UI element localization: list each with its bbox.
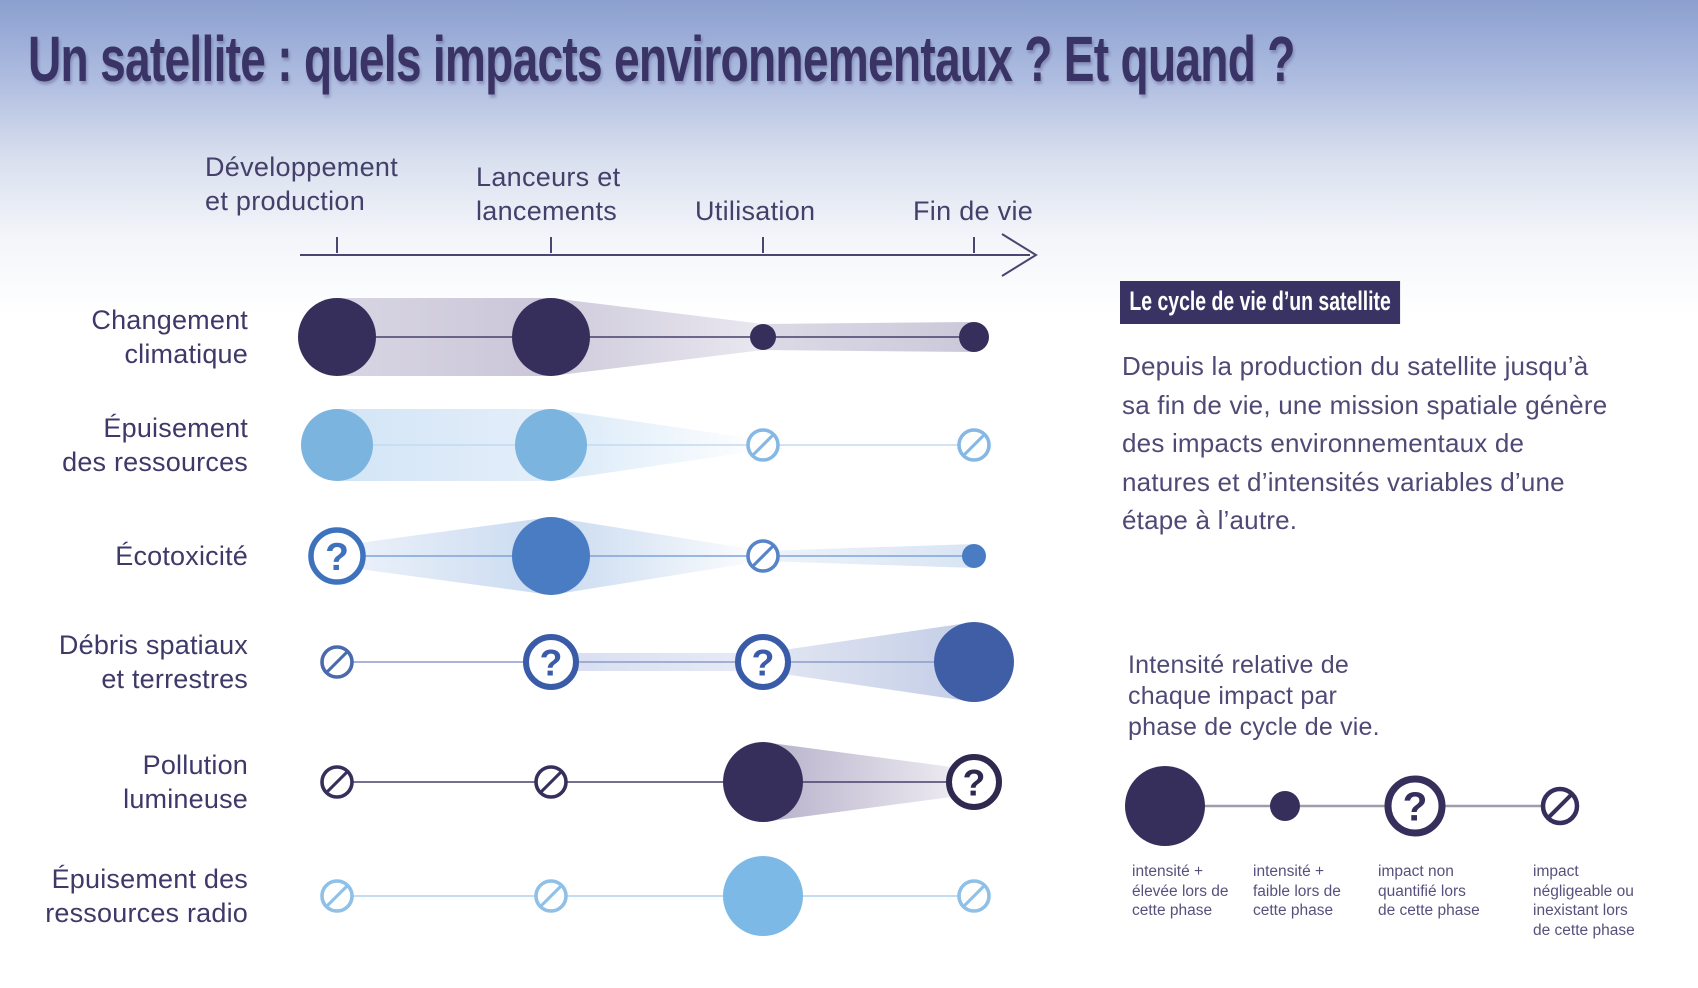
intro-paragraph: Depuis la production du satellite jusqu’… <box>1122 351 1608 535</box>
impact-high-circle <box>512 298 590 376</box>
impact-none-slash <box>539 770 563 794</box>
row-label-ecotoxicite: Écotoxicité <box>115 541 248 571</box>
row-label-pollution-lumineuse: Pollution lumineuse <box>123 750 248 814</box>
impact-unknown-icon <box>735 634 791 690</box>
impact-none-slash <box>325 770 349 794</box>
impact-none-slash <box>1547 793 1573 819</box>
page-title: Un satellite : quels impacts environneme… <box>28 23 1295 95</box>
phase-header-developpement: Développement et production <box>205 152 399 216</box>
row-label-epuisement-ressources: Épuisement des ressources <box>62 413 248 477</box>
impact-none-slash <box>962 433 986 457</box>
section-badge: Le cycle de vie d’un satellite <box>1120 281 1401 324</box>
question-mark-glyph: ? <box>325 536 349 579</box>
impact-row-0 <box>298 298 989 376</box>
impact-unknown-icon <box>308 527 366 585</box>
impact-unknown-icon <box>1384 775 1446 837</box>
phase-header-fin-de-vie: Fin de vie <box>913 196 1034 226</box>
impact-high-circle <box>723 856 803 936</box>
impact-row-3: ?? <box>320 622 1014 702</box>
row-label-debris: Débris spatiaux et terrestres <box>58 630 248 694</box>
impact-low-circle <box>959 322 989 352</box>
legend-label-none: impact négligeable ou inexistant lors de… <box>1533 863 1635 939</box>
impact-none-slash <box>751 433 775 457</box>
impact-high-circle <box>723 742 803 822</box>
impact-high-circle <box>1125 766 1205 846</box>
impact-none-slash <box>325 884 349 908</box>
impact-high-circle <box>515 409 587 481</box>
legend-label-high: intensité + élevée lors de cette phase <box>1132 863 1229 919</box>
impact-low-circle <box>962 544 986 568</box>
legend-icons: ? <box>1125 766 1580 846</box>
impact-low-circle <box>1270 791 1300 821</box>
legend-label-unknown: impact non quantifié lors de cette phase <box>1378 863 1480 919</box>
impact-unknown-icon <box>523 634 579 690</box>
row-label-changement-climatique: Changement climatique <box>91 305 248 369</box>
impact-none-slash <box>539 884 563 908</box>
impact-row-2: ? <box>308 517 986 595</box>
phase-header-lanceurs: Lanceurs et lancements <box>476 162 621 226</box>
legend-title: Intensité relative de chaque impact par … <box>1128 651 1380 741</box>
impact-none-slash <box>751 544 775 568</box>
axis-arrow-icon <box>1001 233 1038 277</box>
question-mark-glyph: ? <box>963 762 986 804</box>
impact-row-4: ? <box>320 742 1002 822</box>
impact-high-circle <box>512 517 590 595</box>
phase-header-utilisation: Utilisation <box>695 196 816 226</box>
impact-none-slash <box>325 650 349 674</box>
question-mark-glyph: ? <box>1403 784 1428 830</box>
impact-none-slash <box>962 884 986 908</box>
question-mark-glyph: ? <box>752 642 775 684</box>
impact-high-circle <box>934 622 1014 702</box>
row-label-ressources-radio: Épuisement des ressources radio <box>45 864 248 928</box>
timeline-axis <box>300 233 1038 277</box>
impact-unknown-icon <box>946 754 1002 810</box>
impact-row-5 <box>320 856 991 936</box>
impact-high-circle <box>298 298 376 376</box>
legend-label-low: intensité + faible lors de cette phase <box>1253 863 1341 919</box>
impact-high-circle <box>301 409 373 481</box>
question-mark-glyph: ? <box>540 642 563 684</box>
impact-low-circle <box>750 324 776 350</box>
impact-row-1 <box>301 409 991 481</box>
